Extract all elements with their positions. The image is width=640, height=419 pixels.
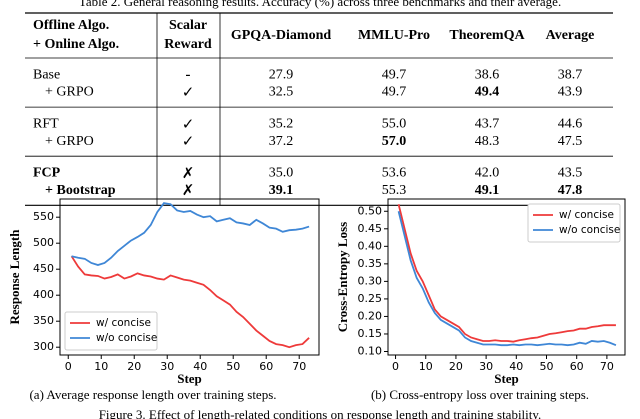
y-axis-label: Cross-Entropy Loss (335, 222, 350, 332)
y-tick-label: 400 (33, 288, 54, 301)
plot-frame (59, 198, 320, 356)
x-tick-label: 60 (259, 360, 273, 373)
y-tick-label: 0.25 (358, 292, 383, 305)
column-header: Average (546, 28, 595, 43)
legend-label: w/o concise (559, 224, 620, 236)
table-cell: 47.8 (558, 183, 583, 198)
row-label: Base (33, 67, 60, 82)
y-tick-label: 0.20 (358, 309, 383, 322)
line-series (70, 255, 310, 349)
table-cell: 43.9 (558, 85, 583, 100)
column-header: MMLU-Pro (358, 28, 430, 43)
table-cell: 37.2 (269, 134, 294, 149)
x-tick-label: 0 (392, 360, 399, 373)
table-cell: 38.7 (558, 67, 583, 82)
plot-frame (387, 198, 626, 356)
x-tick-label: 30 (479, 360, 493, 373)
line-series (397, 204, 616, 343)
y-tick-label: 550 (33, 210, 54, 223)
table-cell: 47.5 (558, 134, 583, 149)
row-label: FCP (33, 166, 61, 181)
table-cell: 32.5 (269, 85, 294, 100)
table-cell: 55.0 (382, 116, 407, 131)
legend-box (64, 311, 158, 351)
table-cell: 35.2 (269, 116, 294, 131)
row-label: + GRPO (45, 85, 94, 100)
y-tick-label: 0.30 (358, 274, 383, 287)
table-cell: 44.6 (558, 116, 583, 131)
row-label: + GRPO (45, 134, 94, 149)
table-cell: ✓ (182, 83, 195, 101)
x-tick-label: 50 (226, 360, 240, 373)
y-axis-label: Response Length (7, 229, 22, 325)
x-tick-label: 40 (193, 360, 207, 373)
y-tick-label: 450 (33, 262, 54, 275)
y-tick-label: 300 (33, 340, 54, 353)
table-cell: 48.3 (475, 134, 500, 149)
table-cell: 57.0 (382, 134, 407, 149)
table-cell: 38.6 (475, 67, 500, 82)
table-cell: ✗ (182, 164, 195, 182)
column-header: Offline Algo. (33, 18, 109, 33)
x-tick-label: 0 (65, 360, 72, 373)
column-header: Scalar (169, 18, 207, 33)
y-tick-label: 0.45 (358, 222, 383, 235)
column-header: Reward (164, 37, 212, 52)
table-cell: 55.3 (382, 183, 407, 198)
subfigure-caption: (a) Average response length over trainin… (29, 387, 276, 402)
y-tick-label: 0.40 (358, 239, 383, 252)
x-tick-label: 40 (509, 360, 523, 373)
x-tick-label: 70 (292, 360, 306, 373)
column-header: TheoremQA (449, 28, 525, 43)
table-caption: Table 2. General reasoning results. Accu… (79, 0, 561, 9)
table-cell: 49.7 (382, 67, 407, 82)
table-cell: ✓ (182, 115, 195, 133)
table-cell: 49.4 (475, 85, 500, 100)
legend-box (527, 203, 621, 243)
x-tick-label: 10 (94, 360, 108, 373)
x-tick-label: 20 (127, 360, 141, 373)
table-cell: 35.0 (269, 166, 294, 181)
table-cell: 49.1 (475, 183, 500, 198)
table-cell: 39.1 (269, 183, 294, 198)
x-axis-label: Step (177, 371, 202, 386)
legend-label: w/ concise (96, 317, 151, 329)
table-cell: ✗ (182, 181, 195, 199)
table-cell: ✓ (182, 132, 195, 150)
x-tick-label: 30 (160, 360, 174, 373)
y-tick-label: 0.35 (358, 257, 383, 270)
y-tick-label: 500 (33, 236, 54, 249)
column-header: + Online Algo. (33, 37, 119, 52)
table-cell: 43.7 (475, 116, 500, 131)
y-tick-label: 0.10 (358, 344, 383, 357)
x-tick-label: 20 (449, 360, 463, 373)
table-cell: 42.0 (475, 166, 500, 181)
table-cell: 49.7 (382, 85, 407, 100)
column-header: GPQA-Diamond (231, 28, 332, 43)
y-tick-label: 350 (33, 314, 54, 327)
table-cell: 27.9 (269, 67, 294, 82)
figure-caption: Figure 3. Effect of length-related condi… (99, 407, 542, 419)
y-tick-label: 0.50 (358, 204, 383, 217)
legend-label: w/ concise (559, 209, 614, 221)
x-tick-label: 50 (540, 360, 554, 373)
y-tick-label: 0.15 (358, 327, 383, 340)
row-label: + Bootstrap (45, 183, 116, 198)
x-tick-label: 70 (600, 360, 614, 373)
x-tick-label: 10 (419, 360, 433, 373)
line-series (71, 202, 310, 266)
line-series (397, 211, 617, 347)
subfigure-caption: (b) Cross-entropy loss over training ste… (371, 387, 589, 402)
table-cell: 43.5 (558, 166, 583, 181)
x-axis-label: Step (494, 371, 519, 386)
legend-label: w/o concise (96, 332, 157, 344)
row-label: RFT (33, 116, 59, 131)
x-tick-label: 60 (570, 360, 584, 373)
table-cell: - (185, 66, 190, 84)
table-cell: 53.6 (382, 166, 407, 181)
